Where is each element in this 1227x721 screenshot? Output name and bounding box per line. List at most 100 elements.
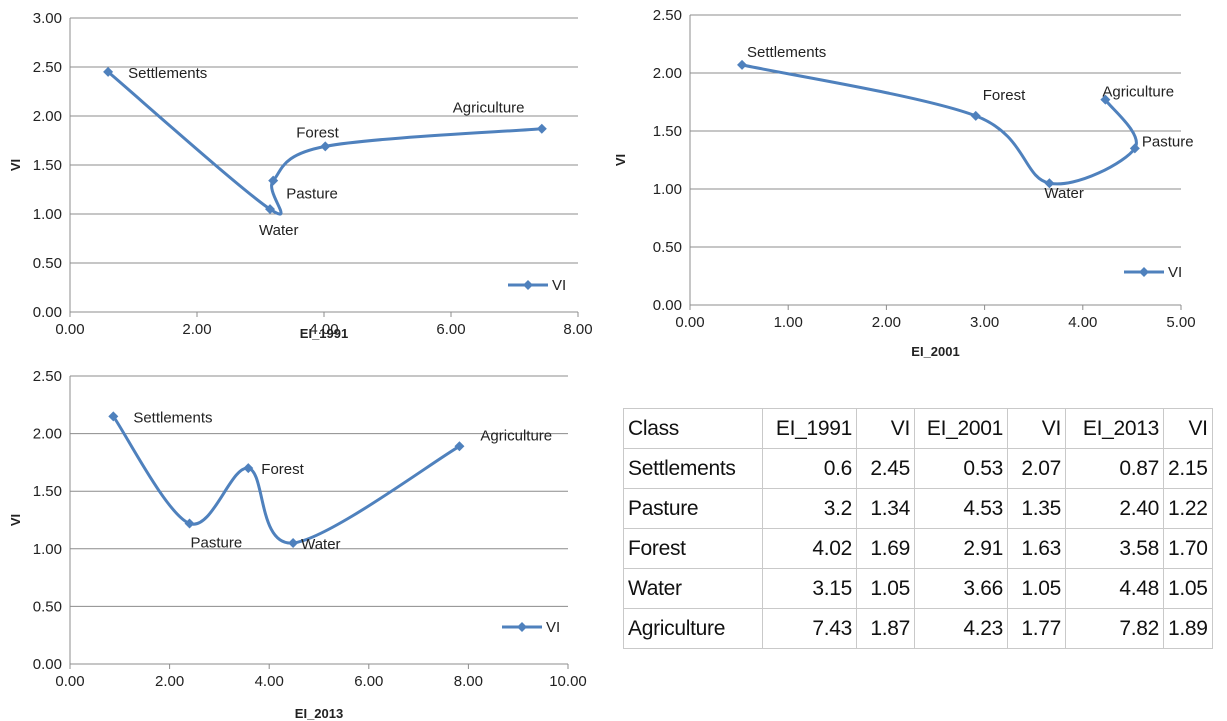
x-tick-label: 0.00 [675,314,704,331]
table-cell: Forest [623,528,763,569]
data-point-forest [970,110,981,121]
data-point-forest [243,463,254,474]
y-tick-label: 2.00 [653,65,682,82]
y-axis-title: VI [613,154,628,166]
y-tick-label: 1.50 [33,157,62,174]
legend-label: VI [1168,264,1182,281]
point-label-pasture: Pasture [286,186,338,203]
x-tick-label: 5.00 [1166,314,1195,331]
table-cell: 2.91 [914,528,1008,569]
table-cell: 1.89 [1163,608,1213,649]
table-cell: 4.48 [1065,568,1164,609]
table-header-cell: VI [1007,408,1066,449]
legend-marker [517,622,527,632]
y-tick-label: 1.00 [33,541,62,558]
point-label-pasture: Pasture [191,534,243,551]
table-cell: 2.45 [856,448,915,489]
y-tick-label: 1.00 [653,181,682,198]
point-label-water: Water [259,222,298,239]
data-table: Class EI_1991 VI EI_2001 VI EI_2013 VI Settleme… [623,408,1213,649]
table-cell: 2.40 [1065,488,1164,529]
table-row: Water 3.15 1.05 3.66 1.05 4.48 1.05 [623,568,1213,609]
table-row: Agriculture 7.43 1.87 4.23 1.77 7.82 1.89 [623,608,1213,649]
table-header-cell: Class [623,408,763,449]
legend-label: VI [552,277,566,294]
table-cell: 4.02 [762,528,857,569]
data-point-settlements [108,411,119,422]
table-cell: 2.15 [1163,448,1213,489]
table-cell: 4.23 [914,608,1008,649]
x-tick-label: 4.00 [1068,314,1097,331]
chart-ei-2013: 0.00 0.50 1.00 1.50 2.00 2.50 0.00 2.00 4.00 6.00… [8,368,587,721]
table-cell: 3.15 [762,568,857,609]
y-tick-label: 2.50 [33,368,62,385]
data-point-agriculture [1100,94,1111,105]
x-tick-label: 6.00 [436,321,465,338]
legend-label: VI [546,619,560,636]
table-cell: 1.69 [856,528,915,569]
table-header-cell: VI [856,408,915,449]
point-label-water: Water [301,536,340,553]
point-label-forest: Forest [983,87,1026,104]
data-point-agriculture [454,441,465,452]
table-cell: 1.05 [856,568,915,609]
x-axis-title: EI_2001 [911,344,959,359]
table-cell: Agriculture [623,608,763,649]
data-point-water [265,204,276,215]
y-tick-label: 0.50 [653,239,682,256]
table-header-cell: VI [1163,408,1213,449]
point-label-agriculture: Agriculture [480,427,552,444]
table-cell: 3.66 [914,568,1008,609]
x-tick-label: 0.00 [55,673,84,690]
table-cell: 1.34 [856,488,915,529]
point-label-settlements: Settlements [133,409,212,426]
table-cell: 1.05 [1007,568,1066,609]
x-tick-label: 2.00 [155,673,184,690]
y-tick-label: 1.00 [33,206,62,223]
chart-ei-1991: 0.00 0.50 1.00 1.50 2.00 2.50 3.00 0.00 2.00 4.00… [8,10,593,341]
table-row: Settlements 0.6 2.45 0.53 2.07 0.87 2.15 [623,448,1213,489]
table-cell: 7.82 [1065,608,1164,649]
x-tick-label: 1.00 [774,314,803,331]
table-cell: 3.2 [762,488,857,529]
table-cell: 1.63 [1007,528,1066,569]
table-header-row: Class EI_1991 VI EI_2001 VI EI_2013 VI [623,408,1213,449]
y-tick-label: 0.50 [33,255,62,272]
series-line [111,414,461,545]
table-cell: 0.6 [762,448,857,489]
table-cell: 7.43 [762,608,857,649]
y-tick-label: 0.00 [653,297,682,314]
data-point-pasture [184,518,195,529]
x-tick-label: 0.00 [55,321,84,338]
data-point-forest [320,141,331,152]
y-tick-label: 2.50 [33,59,62,76]
y-tick-label: 1.50 [653,123,682,140]
table-cell: 2.07 [1007,448,1066,489]
y-tick-label: 0.50 [33,598,62,615]
table-cell: 4.53 [914,488,1008,529]
table-cell: 1.22 [1163,488,1213,529]
x-tick-label: 8.00 [563,321,592,338]
x-tick-label: 6.00 [354,673,383,690]
table-header-cell: EI_2013 [1065,408,1164,449]
y-tick-label: 2.00 [33,426,62,443]
data-point-pasture [268,175,279,186]
table-cell: Pasture [623,488,763,529]
x-axis-title: EI_2013 [295,706,343,721]
table-cell: 3.58 [1065,528,1164,569]
legend-marker [1139,267,1149,277]
y-tick-label: 1.50 [33,483,62,500]
x-tick-label: 2.00 [872,314,901,331]
data-point-settlements [737,59,748,70]
table-cell: 1.87 [856,608,915,649]
table-cell: Settlements [623,448,763,489]
y-tick-label: 2.00 [33,108,62,125]
y-tick-label: 0.00 [33,304,62,321]
table-row: Pasture 3.2 1.34 4.53 1.35 2.40 1.22 [623,488,1213,529]
table-cell: Water [623,568,763,609]
table-cell: 0.53 [914,448,1008,489]
point-label-settlements: Settlements [747,44,826,61]
point-label-pasture: Pasture [1142,133,1194,150]
table-header-cell: EI_2001 [914,408,1008,449]
x-tick-label: 4.00 [309,321,338,338]
